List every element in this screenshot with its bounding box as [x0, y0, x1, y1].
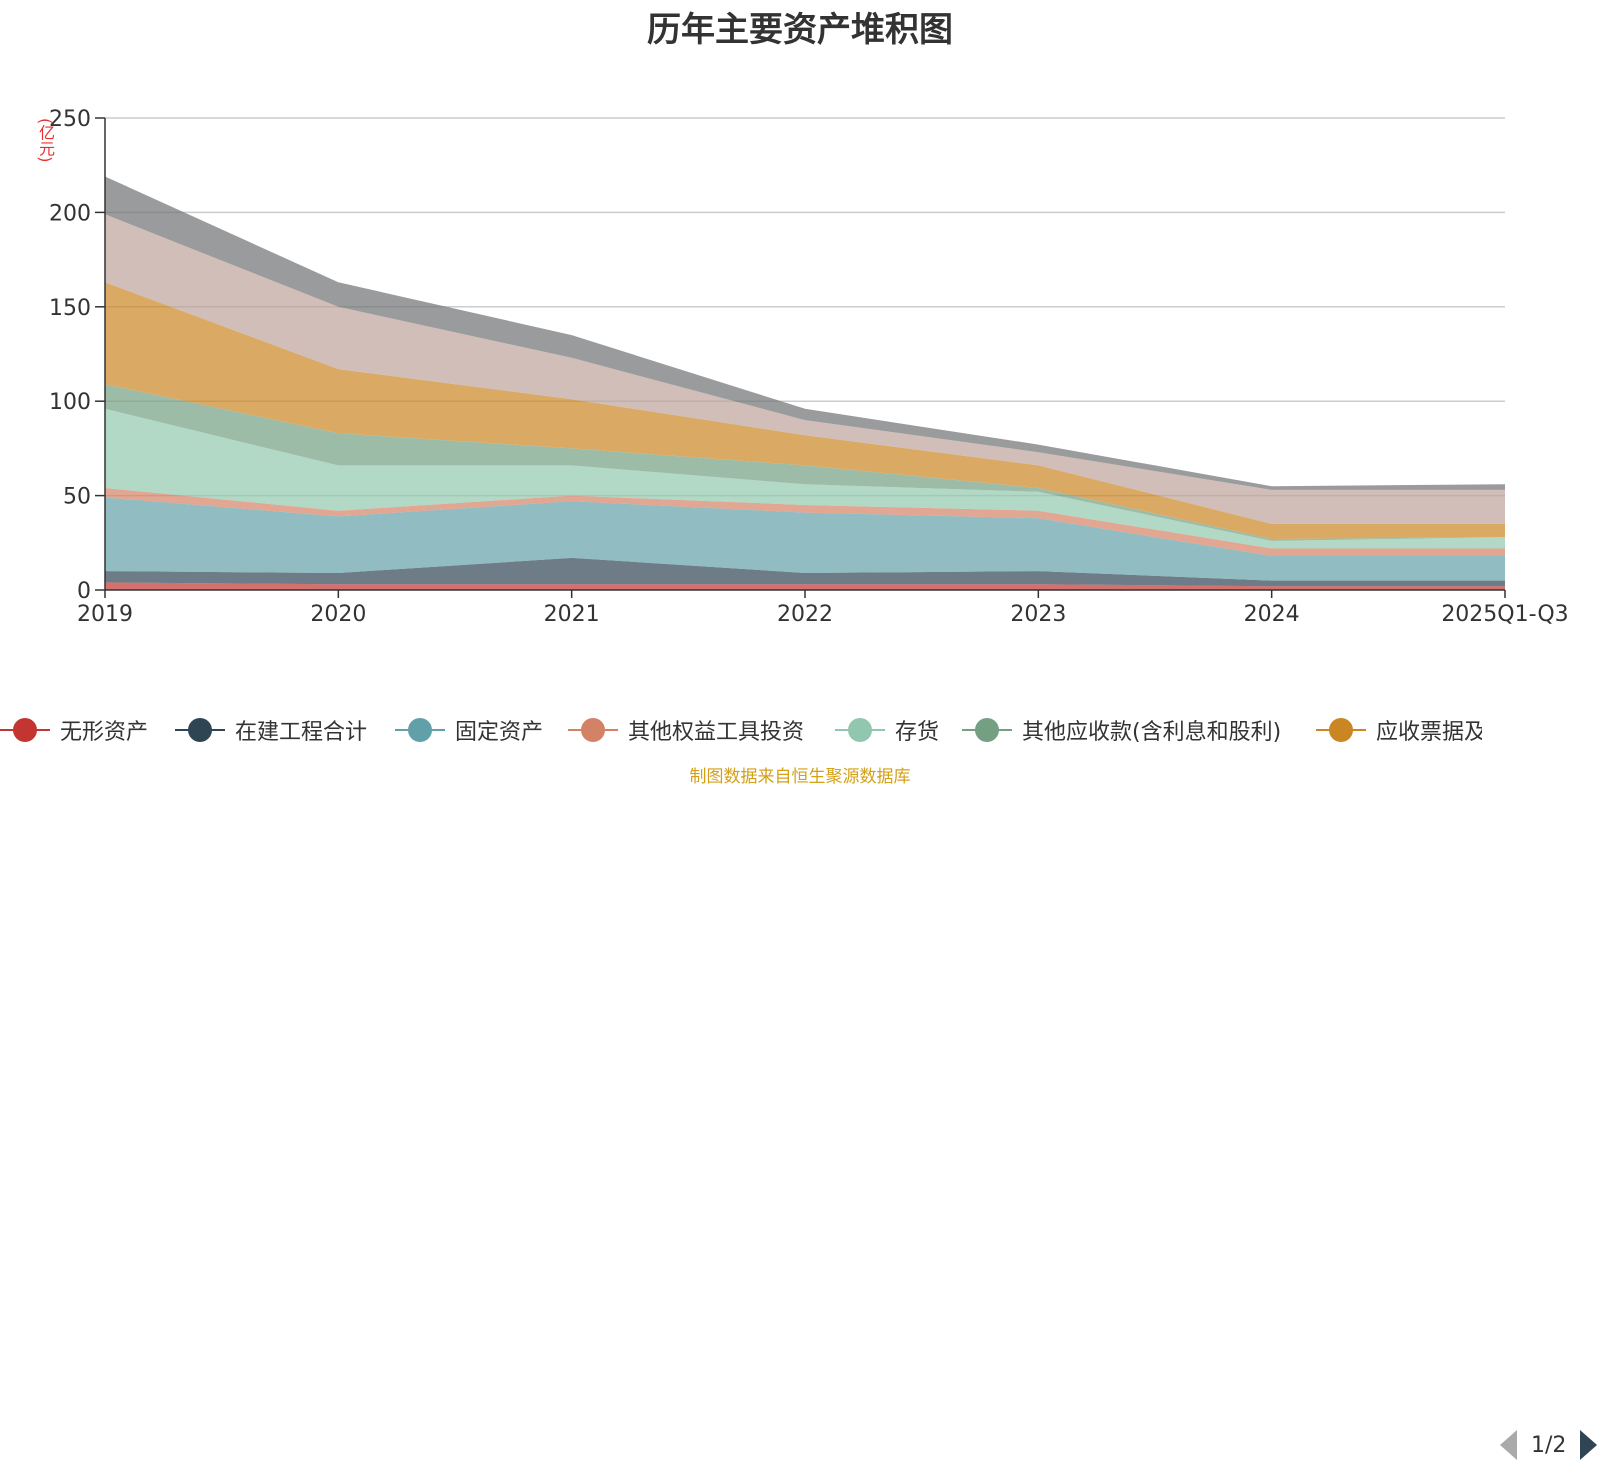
- x-tick-label: 2021: [544, 602, 600, 627]
- y-tick-label: 200: [49, 201, 91, 226]
- legend-marker-icon: [962, 710, 1012, 750]
- legend-item[interactable]: 存货: [835, 710, 939, 750]
- legend-item[interactable]: 其他应收款(含利息和股利): [962, 710, 1281, 750]
- area-series-7[interactable]: [105, 214, 1505, 524]
- legend-item[interactable]: 固定资产: [395, 710, 543, 750]
- area-series-3[interactable]: [105, 488, 1505, 556]
- legend-item[interactable]: 其他权益工具投资: [568, 710, 804, 750]
- legend-label: 应收票据及应收账款: [1376, 720, 1482, 745]
- legend-item[interactable]: 应收票据及应收账款: [1316, 710, 1482, 750]
- area-series: [105, 176, 1505, 590]
- legend-marker-icon: [1316, 710, 1366, 750]
- area-series-6[interactable]: [105, 282, 1505, 539]
- y-tick-label: 0: [77, 579, 91, 604]
- area-series-1[interactable]: [105, 557, 1505, 587]
- area-series-5[interactable]: [105, 384, 1505, 541]
- legend-marker-icon: [395, 710, 445, 750]
- y-tick-label: 250: [49, 107, 91, 132]
- legend: 无形资产 在建工程合计 固定资产 其他权益工具投资 存货 其他应收款(含利息和股利) 应收票…: [0, 710, 1600, 1460]
- legend-label: 其他应收款(含利息和股利): [1022, 720, 1282, 745]
- area-series-2[interactable]: [105, 497, 1505, 581]
- legend-label: 在建工程合计: [235, 720, 368, 745]
- legend-next-page-icon[interactable]: [1580, 1430, 1598, 1460]
- legend-marker-icon: [0, 710, 50, 750]
- legend-label: 存货: [895, 720, 940, 745]
- legend-items: 无形资产 在建工程合计 固定资产 其他权益工具投资 存货 其他应收款(含利息和股利) 应收票…: [0, 710, 1482, 750]
- tick-labels: 0 50 100 150 200 250 2019 2020 2021 2022 2023 2024 2…: [49, 107, 1569, 627]
- x-tick-label: 2020: [310, 602, 366, 627]
- legend-item[interactable]: 无形资产: [0, 710, 148, 750]
- x-tick-label: 2025Q1-Q3: [1441, 602, 1568, 627]
- legend-label: 固定资产: [455, 720, 544, 745]
- area-series-0[interactable]: [105, 582, 1505, 590]
- legend-prev-page-icon[interactable]: [1500, 1430, 1517, 1460]
- legend-marker-icon: [835, 710, 885, 750]
- legend-marker-icon: [568, 710, 618, 750]
- y-tick-label: 100: [49, 390, 91, 415]
- axes: [95, 117, 1506, 598]
- y-axis-unit-label: (亿元): [36, 118, 55, 163]
- area-series-4[interactable]: [105, 408, 1505, 549]
- y-tick-label: 150: [49, 296, 91, 321]
- x-tick-label: 2024: [1244, 602, 1300, 627]
- chart-title: 历年主要资产堆积图: [647, 10, 953, 50]
- legend-marker-icon: [175, 710, 225, 750]
- legend-item[interactable]: 在建工程合计: [175, 710, 367, 750]
- legend-page-indicator: 1/2: [1531, 1432, 1567, 1458]
- legend-label: 无形资产: [60, 720, 149, 745]
- x-tick-label: 2023: [1010, 602, 1066, 627]
- y-tick-label: 50: [63, 485, 91, 510]
- legend-label: 其他权益工具投资: [628, 720, 805, 745]
- x-tick-label: 2019: [77, 602, 133, 627]
- x-tick-label: 2022: [777, 602, 833, 627]
- stacked-area-chart: 0 50 100 150 200 250 2019 2020 2021 2022 2023 2024 2…: [49, 107, 1569, 627]
- source-note: 制图数据来自恒生聚源数据库: [689, 767, 911, 787]
- legend-pager: 1/2: [1500, 1428, 1598, 1462]
